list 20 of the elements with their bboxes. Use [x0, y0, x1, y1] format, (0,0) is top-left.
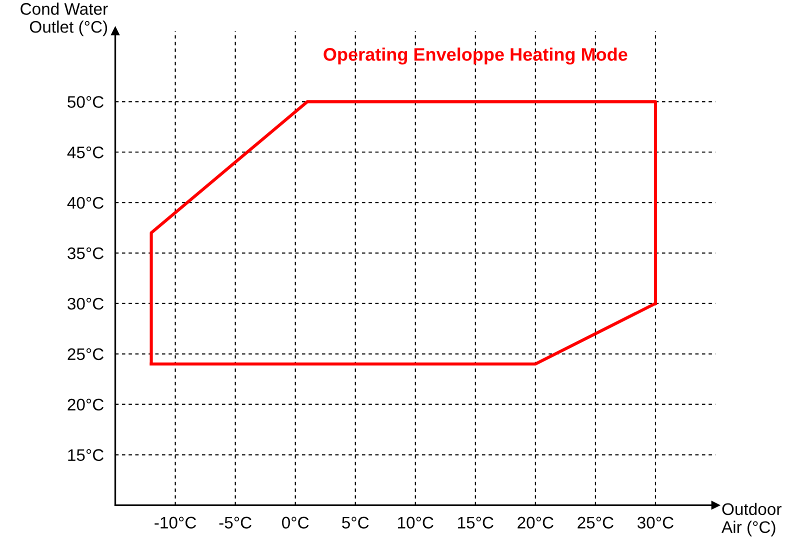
- y-tick-label: 20°C: [68, 398, 104, 411]
- y-axis-title: Cond Water Outlet (°C): [20, 2, 108, 36]
- x-tick-label: 30°C: [637, 516, 674, 529]
- x-tick-label: 10°C: [398, 516, 434, 529]
- x-tick-label: 0°C: [282, 516, 309, 529]
- y-tick-label: 45°C: [67, 146, 104, 158]
- x-tick-label: 25°C: [578, 516, 614, 529]
- x-axis-title: Outdoor Air (°C): [722, 502, 782, 536]
- y-tick-label: 15°C: [68, 449, 104, 461]
- x-tick-label: 5°C: [342, 516, 369, 529]
- y-tick-label: 50°C: [68, 96, 104, 108]
- y-tick-label: 35°C: [68, 247, 104, 260]
- x-tick-label: 20°C: [518, 516, 554, 529]
- x-tick-label: -5°C: [219, 516, 252, 529]
- x-tick-label: 15°C: [458, 516, 494, 529]
- y-tick-label: 30°C: [68, 298, 104, 310]
- x-tick-label: -10°C: [154, 516, 196, 529]
- y-tick-label: 25°C: [68, 348, 104, 360]
- text: Operating Enveloppe Heating Mode: [324, 48, 628, 64]
- y-tick-label: 40°C: [67, 196, 104, 209]
